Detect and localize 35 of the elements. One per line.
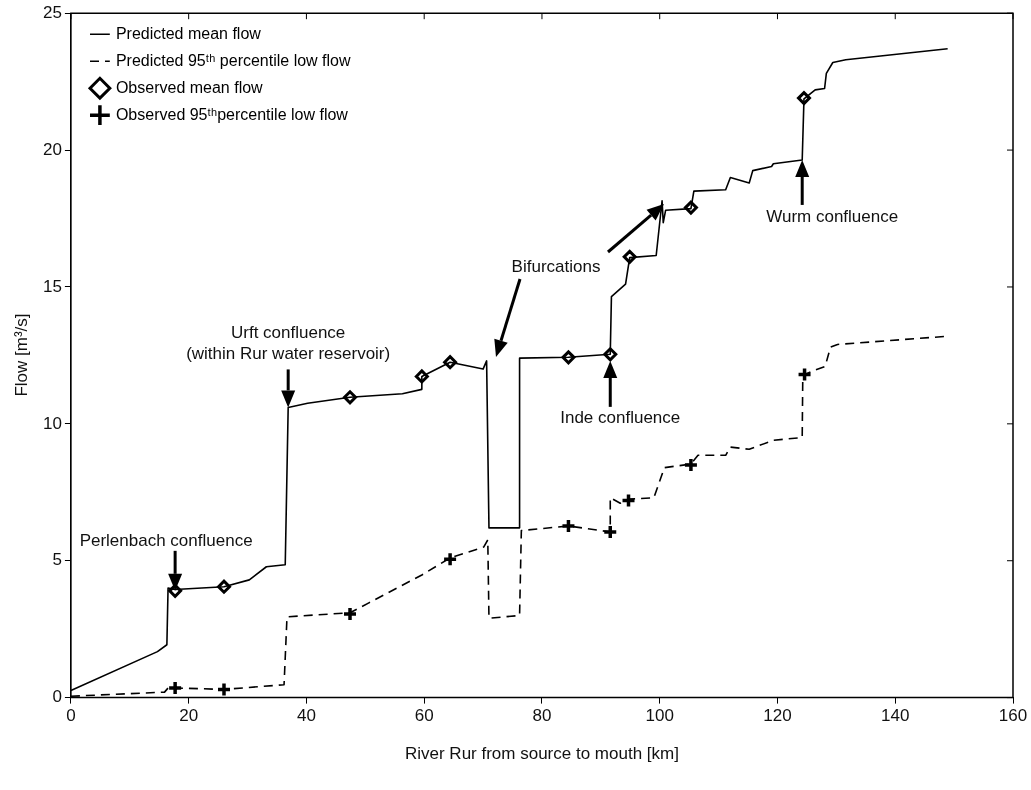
point <box>796 366 813 383</box>
y-tick-label: 10 <box>42 413 62 433</box>
point <box>683 457 699 473</box>
x-tick-label: 120 <box>763 706 792 726</box>
annotation: Bifurcations <box>511 255 601 277</box>
x-tick-label: 0 <box>66 706 76 726</box>
y-tick-label: 25 <box>42 2 62 22</box>
y-tick-label: 20 <box>42 139 62 159</box>
x-tick-label: 100 <box>645 706 674 726</box>
legend-label: Observed 95ᵗʰpercentile low flow <box>115 105 349 123</box>
y-tick-label: 0 <box>52 687 62 707</box>
y-axis-title: Flow [m³/s] <box>12 313 32 397</box>
point <box>560 518 577 534</box>
point <box>167 680 183 696</box>
x-tick-label: 160 <box>998 706 1028 726</box>
point <box>602 524 619 540</box>
x-tick-label: 20 <box>179 706 199 726</box>
annotation: Wurm confluence <box>766 205 899 227</box>
point <box>620 492 637 509</box>
x-axis-title: River Rur from source to mouth [km] <box>404 743 679 764</box>
legend-label: Predicted mean flow <box>115 24 262 42</box>
point <box>442 551 458 568</box>
point <box>216 681 232 698</box>
y-tick-label: 5 <box>52 550 62 570</box>
x-tick-label: 140 <box>881 706 910 726</box>
point <box>342 606 358 622</box>
legend-label: Observed mean flow <box>115 78 264 96</box>
annotation: Inde confluence <box>560 406 681 428</box>
legend-label: Predicted 95ᵗʰ percentile low flow <box>115 51 352 69</box>
x-tick-label: 60 <box>414 706 434 726</box>
annotation: Perlenbach confluence <box>79 529 253 551</box>
x-tick-label: 80 <box>532 706 552 726</box>
annotation: Urft confluence (within Rur water reservoir) <box>186 322 391 365</box>
x-tick-label: 40 <box>296 706 316 726</box>
y-tick-label: 15 <box>42 276 62 296</box>
